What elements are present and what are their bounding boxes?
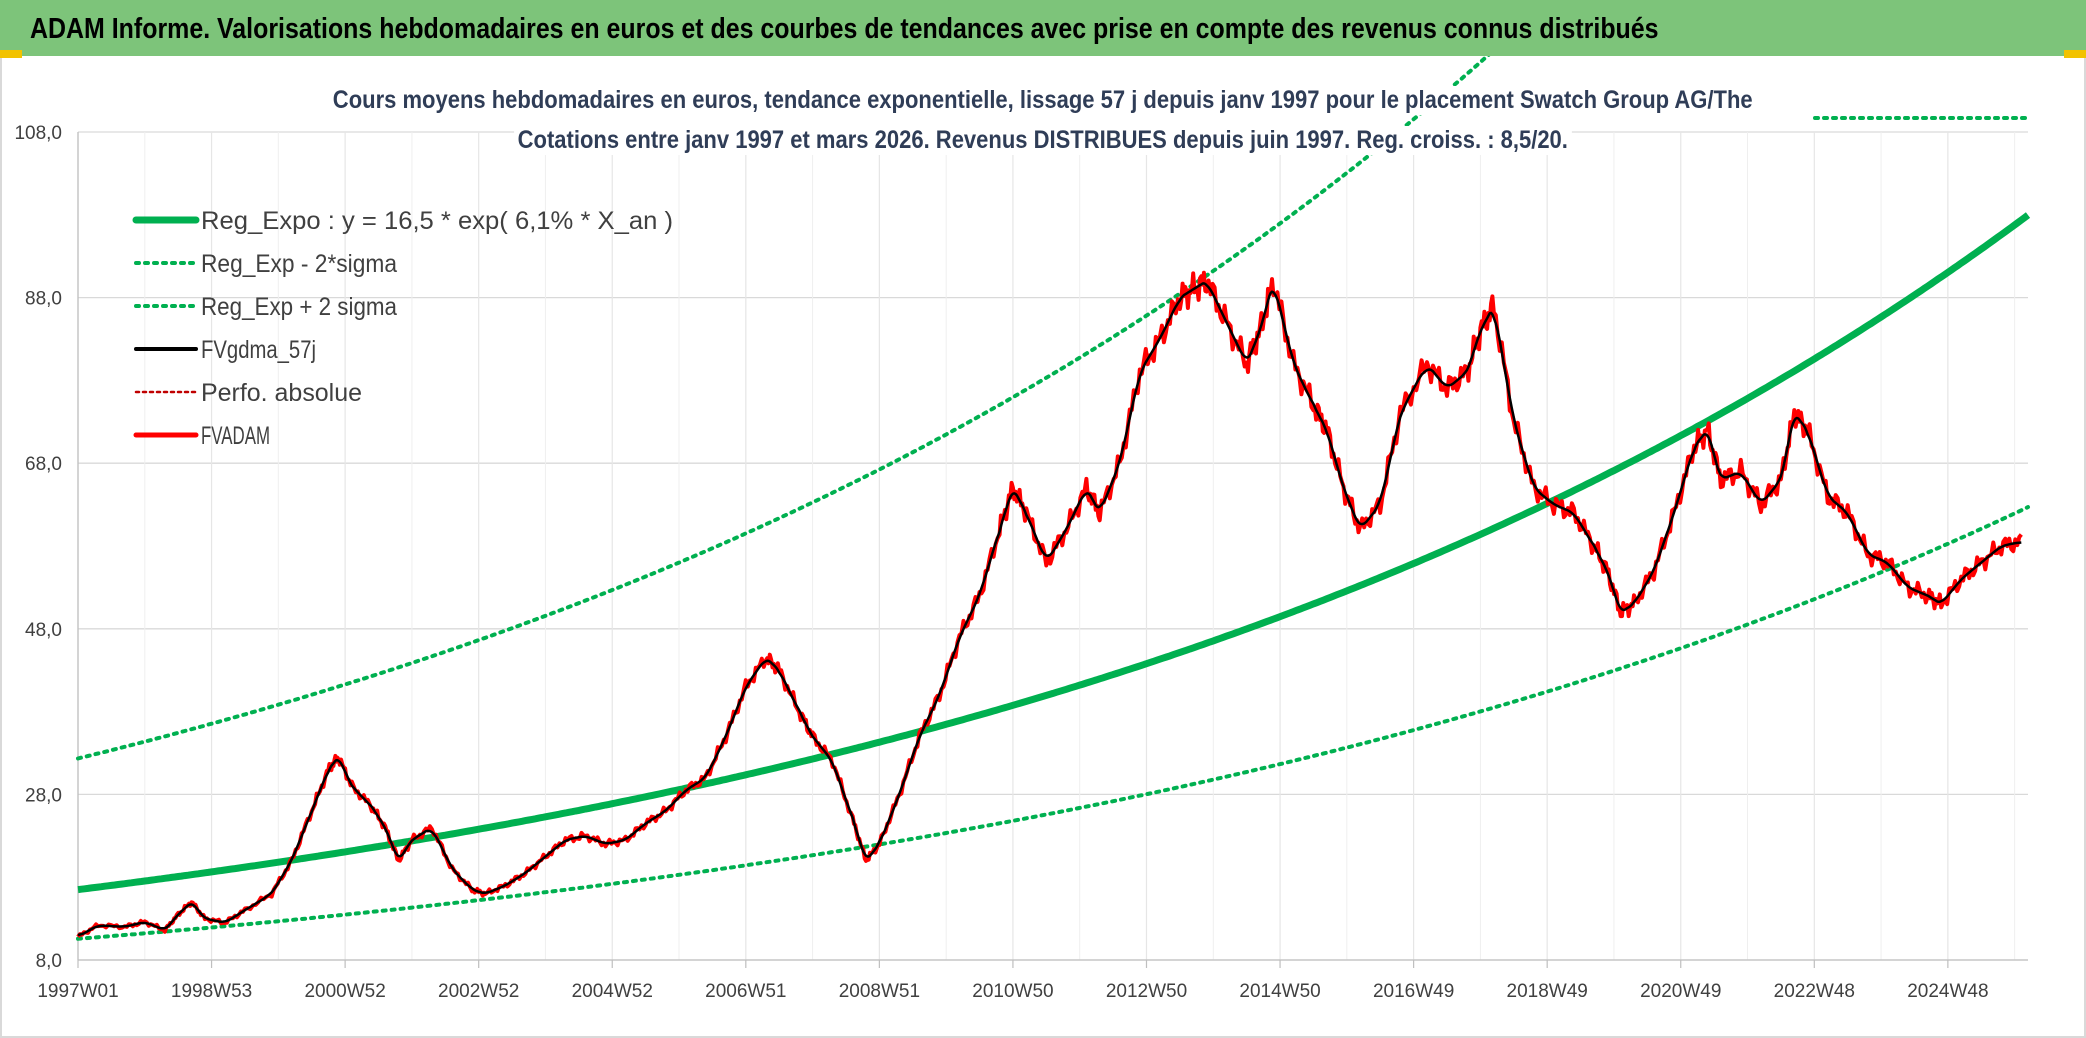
y-tick-label: 8,0 [36, 951, 62, 972]
x-tick-label: 2012W50 [1106, 981, 1187, 1002]
x-tick-label: 2008W51 [839, 981, 920, 1002]
legend-label: FVADAM [201, 422, 270, 450]
x-tick-label: 2010W50 [972, 981, 1053, 1002]
plot-lines [76, 33, 2031, 941]
legend-label: FVgdma_57j [201, 336, 316, 364]
y-tick-label: 68,0 [25, 454, 62, 475]
x-tick-label: 2022W48 [1774, 981, 1855, 1002]
series-fvgdma-57j [77, 282, 2022, 937]
chart-title-text: Cours moyens hebdomadaires en euros, ten… [329, 86, 1757, 115]
legend-label: Reg_Exp - 2*sigma [201, 250, 397, 278]
legend: Reg_Expo : y = 16,5 * exp( 6,1% * X_an )… [132, 207, 673, 450]
x-tick-label: 2016W49 [1373, 981, 1454, 1002]
x-tick-label: 2002W52 [438, 981, 519, 1002]
legend-label: Reg_Exp + 2 sigma [201, 293, 397, 321]
chart-title: Cours moyens hebdomadaires en euros, ten… [0, 86, 2086, 115]
x-axis: 1997W01 1998W53 2000W52 2002W52 2004W52 2006W… [37, 959, 2028, 1002]
series-reg-expo [77, 212, 2031, 894]
x-tick-label: 2020W49 [1640, 981, 1721, 1002]
y-tick-label: 48,0 [25, 620, 62, 641]
report-title: ADAM Informe. Valorisations hebdomadaire… [30, 13, 1659, 45]
y-tick-label: 88,0 [25, 289, 62, 310]
legend-label: Perfo. absolue [201, 379, 362, 407]
y-axis: 108,0 88,0 68,0 48,0 28,0 8,0 [14, 123, 79, 972]
series-reg-exp-minus-2sigma [76, 505, 2030, 941]
chart-subtitle-text: Cotations entre janv 1997 et mars 2026. … [514, 126, 1572, 155]
x-tick-label: 1998W53 [171, 981, 252, 1002]
x-tick-label: 2014W50 [1239, 981, 1320, 1002]
corner-mark-right [2064, 50, 2086, 58]
x-tick-label: 2018W49 [1507, 981, 1588, 1002]
chart-subtitle: Cotations entre janv 1997 et mars 2026. … [0, 126, 2086, 155]
report-banner: ADAM Informe. Valorisations hebdomadaire… [0, 0, 2086, 56]
legend-label: Reg_Expo : y = 16,5 * exp( 6,1% * X_an ) [201, 207, 673, 235]
series-reg-exp-plus-2sigma [76, 33, 1513, 761]
corner-mark-left [0, 50, 22, 58]
series-fvadam [76, 270, 2023, 938]
y-tick-label: 108,0 [14, 123, 62, 144]
x-tick-label: 2004W52 [572, 981, 653, 1002]
x-tick-label: 2000W52 [304, 981, 385, 1002]
x-tick-label: 2006W51 [705, 981, 786, 1002]
y-tick-label: 28,0 [25, 785, 62, 806]
x-tick-label: 2024W48 [1907, 981, 1988, 1002]
x-tick-label: 1997W01 [37, 981, 118, 1002]
